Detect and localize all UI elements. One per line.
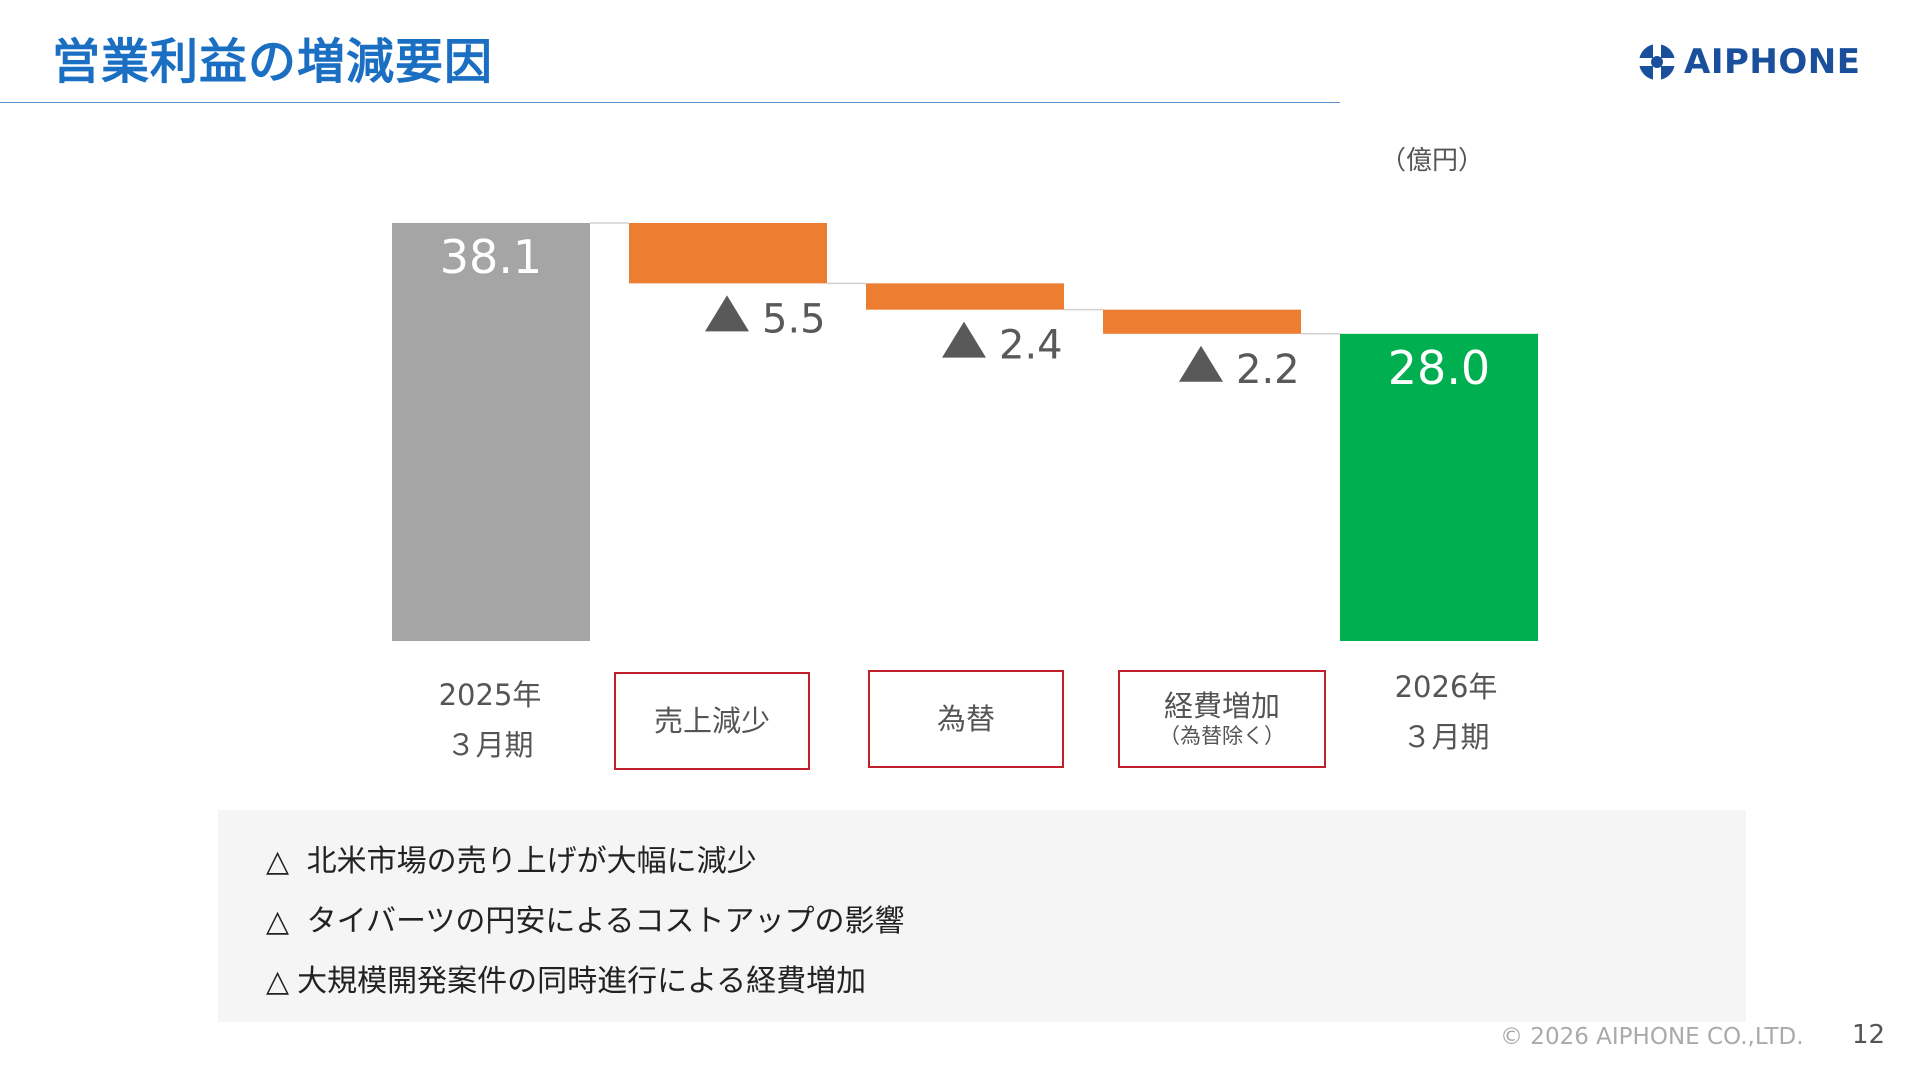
- triangle-marker: △: [266, 904, 290, 939]
- bar-sales-decrease: [629, 223, 827, 284]
- data-label: 5.5: [762, 296, 826, 342]
- data-label: 38.1: [440, 230, 542, 284]
- category-label: 経費増加: [1163, 689, 1280, 723]
- category-sublabel: （為替除く）: [1159, 723, 1285, 748]
- note-text: 北米市場の売り上げが大幅に減少: [297, 844, 757, 879]
- waterfall-chart: 38.1 5.5 2.4 2.2 28.0: [392, 222, 1538, 641]
- category-label-fy2026: 2026年 ３月期: [1356, 662, 1536, 762]
- category-label-line: ３月期: [1402, 720, 1490, 754]
- data-label: 28.0: [1388, 341, 1490, 395]
- decrease-triangle-icon: [1179, 345, 1223, 382]
- note-text: タイバーツの円安によるコストアップの影響: [297, 904, 905, 939]
- company-logo: AIPHONE: [1636, 40, 1864, 86]
- page-number: 12: [1852, 1020, 1886, 1050]
- note-text: 大規模開発案件の同時進行による経費増加: [297, 964, 867, 999]
- bar-expense-increase: [1103, 309, 1301, 334]
- data-label: 2.4: [999, 323, 1063, 369]
- category-label-line: ３月期: [446, 728, 534, 762]
- category-box-sales-decrease: 売上減少: [614, 672, 810, 770]
- category-label-line: 2025年: [438, 678, 542, 712]
- title-divider: [0, 102, 1340, 103]
- category-label: 為替: [936, 701, 995, 736]
- bar-fx: [866, 283, 1064, 310]
- page-title: 営業利益の増減要因: [52, 34, 494, 90]
- data-label: 2.2: [1236, 347, 1300, 393]
- bar-fy2026: [1340, 333, 1538, 641]
- note-item: △ タイバーツの円安によるコストアップの影響: [266, 896, 905, 940]
- copyright: © 2026 AIPHONE CO.,LTD.: [1500, 1024, 1804, 1050]
- triangle-marker: △: [266, 964, 290, 999]
- decrease-triangle-icon: [942, 321, 986, 358]
- bar-fy2025: [392, 223, 590, 641]
- note-item: △ 大規模開発案件の同時進行による経費増加: [266, 956, 866, 1000]
- unit-label: （億円）: [1380, 146, 1485, 176]
- note-item: △ 北米市場の売り上げが大幅に減少: [266, 836, 757, 880]
- aiphone-logo-icon: [1639, 44, 1675, 80]
- decrease-triangle-icon: [705, 295, 749, 332]
- category-label-fy2025: 2025年 ３月期: [400, 670, 580, 770]
- category-label: 売上減少: [653, 703, 770, 738]
- category-label-line: 2026年: [1394, 670, 1498, 704]
- triangle-marker: △: [266, 844, 290, 879]
- category-box-expense-increase: 経費増加 （為替除く）: [1118, 670, 1326, 768]
- notes-panel: △ 北米市場の売り上げが大幅に減少 △ タイバーツの円安によるコストアップの影響…: [218, 810, 1746, 1022]
- category-box-fx: 為替: [868, 670, 1064, 768]
- logo-text: AIPHONE: [1684, 42, 1861, 82]
